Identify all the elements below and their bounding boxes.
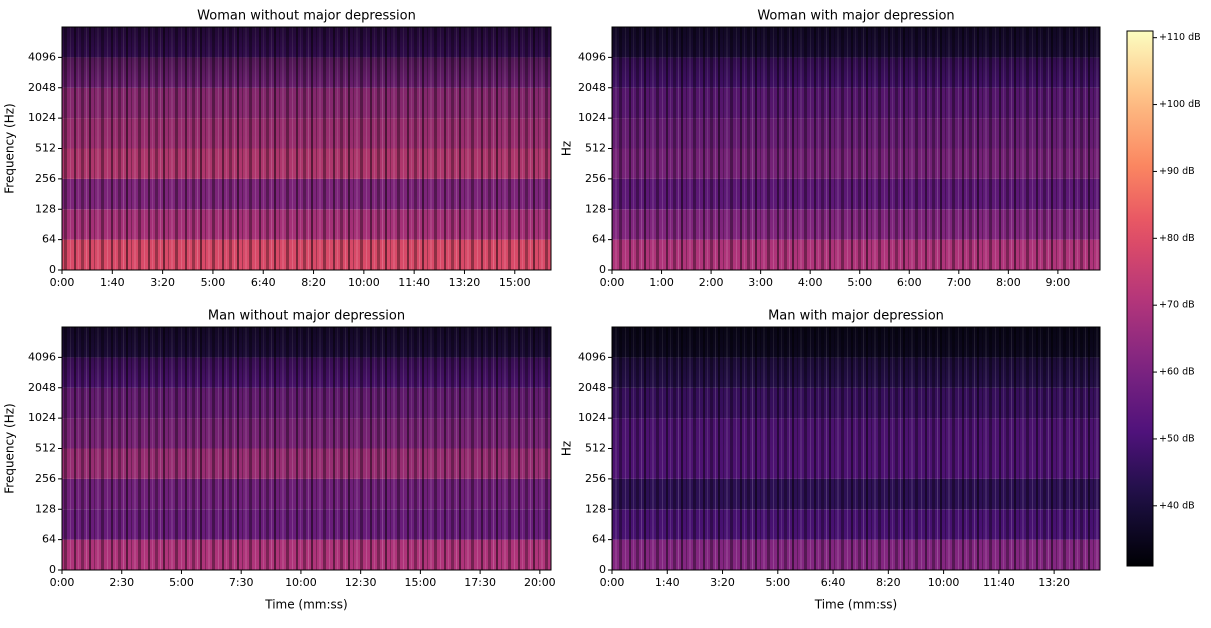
y-tick-label: 2048 <box>578 381 606 394</box>
texture <box>62 27 551 270</box>
panel-title: Man with major depression <box>768 309 944 324</box>
x-tick-label: 8:00 <box>996 276 1021 289</box>
x-tick-label: 8:20 <box>876 576 901 589</box>
x-tick-label: 3:20 <box>150 276 175 289</box>
panel-title: Woman with major depression <box>757 9 954 24</box>
y-tick-label: 0 <box>49 263 56 276</box>
x-tick-label: 15:00 <box>499 276 531 289</box>
y-tick-label: 256 <box>35 472 56 485</box>
x-tick-label: 2:00 <box>699 276 724 289</box>
y-tick-label: 512 <box>35 142 56 155</box>
colorbar-tick-label: +100 dB <box>1159 99 1201 110</box>
y-tick-label: 0 <box>599 263 606 276</box>
x-tick-label: 5:00 <box>201 276 226 289</box>
panel-title: Woman without major depression <box>197 9 416 24</box>
y-tick-label: 512 <box>585 142 606 155</box>
y-tick-label: 256 <box>585 172 606 185</box>
y-tick-label: 4096 <box>578 350 606 363</box>
x-tick-label: 7:30 <box>229 576 254 589</box>
y-tick-label: 128 <box>585 502 606 515</box>
x-tick-label: 10:00 <box>928 576 960 589</box>
y-tick-label: 64 <box>42 533 56 546</box>
x-tick-label: 2:30 <box>109 576 134 589</box>
y-tick-label: 128 <box>35 502 56 515</box>
colorbar-tick-label: +60 dB <box>1159 367 1195 378</box>
x-tick-label: 5:00 <box>765 576 790 589</box>
y-tick-label: 64 <box>592 233 606 246</box>
y-tick-label: 0 <box>49 563 56 576</box>
x-tick-label: 8:20 <box>301 276 326 289</box>
y-tick-label: 1024 <box>578 111 606 124</box>
y-axis-label: Hz <box>560 141 574 156</box>
x-tick-label: 0:00 <box>50 276 75 289</box>
y-tick-label: 512 <box>35 442 56 455</box>
x-tick-label: 10:00 <box>348 276 380 289</box>
colorbar <box>1126 30 1154 567</box>
x-tick-label: 6:40 <box>821 576 846 589</box>
colorbar-tick-label: +90 dB <box>1159 166 1195 177</box>
y-tick-label: 64 <box>42 233 56 246</box>
texture <box>612 327 1100 570</box>
x-tick-label: 1:40 <box>655 576 680 589</box>
panel-title: Man without major depression <box>208 309 405 324</box>
x-tick-label: 13:20 <box>449 276 481 289</box>
y-tick-label: 512 <box>585 442 606 455</box>
y-axis-label: Hz <box>560 441 574 456</box>
y-tick-label: 128 <box>35 202 56 215</box>
texture <box>62 327 551 570</box>
colorbar-tick-label: +70 dB <box>1159 300 1195 311</box>
x-tick-label: 5:00 <box>169 576 194 589</box>
colorbar-tick-label: +80 dB <box>1159 233 1195 244</box>
y-tick-label: 4096 <box>578 50 606 63</box>
x-tick-label: 13:20 <box>1038 576 1070 589</box>
y-tick-label: 64 <box>592 533 606 546</box>
x-tick-label: 1:40 <box>100 276 125 289</box>
y-tick-label: 256 <box>35 172 56 185</box>
x-tick-label: 3:20 <box>710 576 735 589</box>
colorbar-tick-label: +40 dB <box>1159 500 1195 511</box>
y-tick-label: 0 <box>599 563 606 576</box>
x-tick-label: 11:40 <box>398 276 430 289</box>
y-tick-label: 128 <box>585 202 606 215</box>
x-tick-label: 12:30 <box>345 576 377 589</box>
x-tick-label: 5:00 <box>847 276 872 289</box>
y-tick-label: 2048 <box>578 81 606 94</box>
x-tick-label: 0:00 <box>600 276 625 289</box>
x-tick-label: 17:30 <box>464 576 496 589</box>
y-tick-label: 4096 <box>28 50 56 63</box>
y-tick-label: 256 <box>585 472 606 485</box>
x-tick-label: 6:00 <box>897 276 922 289</box>
x-tick-label: 0:00 <box>600 576 625 589</box>
y-tick-label: 1024 <box>28 411 56 424</box>
y-tick-label: 2048 <box>28 81 56 94</box>
y-tick-label: 2048 <box>28 381 56 394</box>
x-tick-label: 20:00 <box>524 576 556 589</box>
x-tick-label: 7:00 <box>946 276 971 289</box>
x-tick-label: 4:00 <box>798 276 823 289</box>
y-tick-label: 4096 <box>28 350 56 363</box>
y-axis-label: Frequency (Hz) <box>3 403 17 494</box>
y-tick-label: 1024 <box>28 111 56 124</box>
x-tick-label: 3:00 <box>748 276 773 289</box>
x-tick-label: 11:40 <box>983 576 1015 589</box>
x-tick-label: 0:00 <box>50 576 75 589</box>
x-axis-label: Time (mm:ss) <box>264 598 347 612</box>
x-tick-label: 6:40 <box>251 276 276 289</box>
x-tick-label: 1:00 <box>649 276 674 289</box>
colorbar-tick-label: +50 dB <box>1159 433 1195 444</box>
x-tick-label: 10:00 <box>285 576 317 589</box>
x-tick-label: 9:00 <box>1046 276 1071 289</box>
y-axis-label: Frequency (Hz) <box>3 103 17 194</box>
colorbar-tick-label: +110 dB <box>1159 32 1201 43</box>
y-tick-label: 1024 <box>578 411 606 424</box>
texture <box>612 27 1100 270</box>
x-axis-label: Time (mm:ss) <box>814 598 897 612</box>
x-tick-label: 15:00 <box>405 576 437 589</box>
